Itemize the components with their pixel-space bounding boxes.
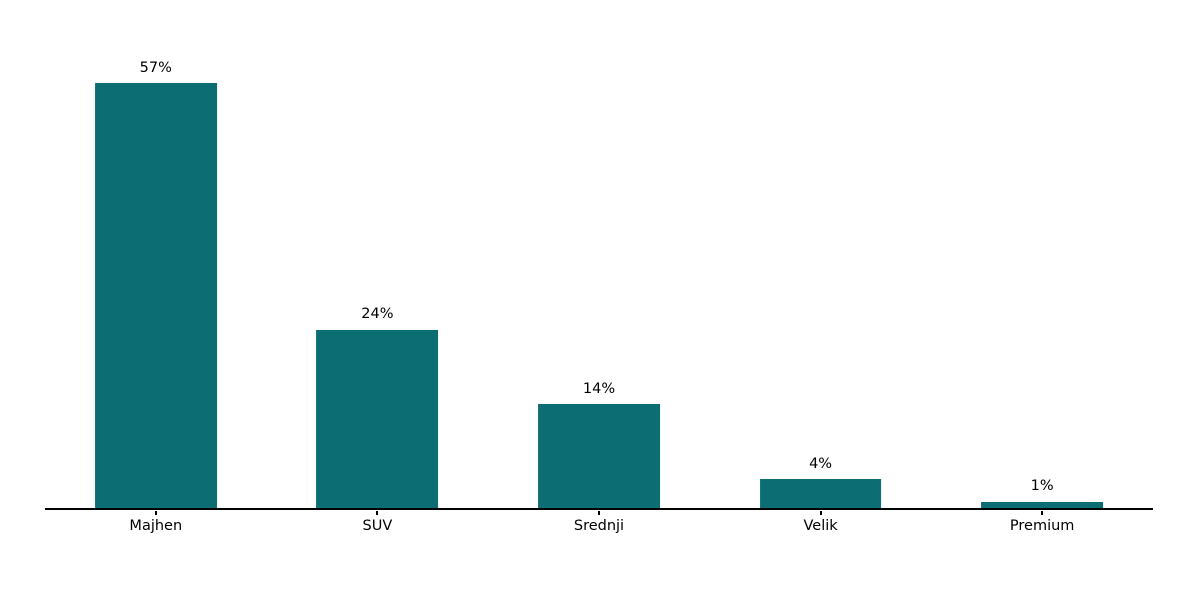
bar-value-label: 57% bbox=[139, 59, 172, 76]
bar-group: 1% Premium bbox=[931, 83, 1153, 534]
bar-group: 4% Velik bbox=[710, 83, 932, 534]
bar-group: 14% Srednji bbox=[488, 83, 710, 534]
bar bbox=[316, 329, 439, 509]
x-axis-tick bbox=[597, 511, 600, 515]
bar-value-label: 4% bbox=[809, 455, 833, 472]
bar bbox=[94, 83, 217, 509]
bar-group: 24% SUV bbox=[267, 83, 489, 534]
x-axis-tick bbox=[1041, 511, 1044, 515]
x-axis-line bbox=[45, 508, 1153, 510]
x-axis-tick-label: Majhen bbox=[129, 518, 183, 534]
x-axis-tick-label: SUV bbox=[362, 518, 393, 534]
x-axis-tick-label: Premium bbox=[1009, 518, 1075, 534]
bar bbox=[981, 501, 1104, 509]
x-axis-tick bbox=[154, 511, 157, 515]
bar-value-label: 1% bbox=[1030, 478, 1054, 495]
x-axis-tick-label: Velik bbox=[803, 518, 838, 534]
x-axis-tick bbox=[819, 511, 822, 515]
x-axis-tick-label: Srednji bbox=[573, 518, 625, 534]
x-axis-tick bbox=[376, 511, 379, 515]
bar-value-label: 24% bbox=[361, 306, 394, 323]
bar bbox=[538, 404, 660, 509]
plot-area: 57% Majhen 24% SUV 14% Srednji 4% Velik 1% Premiu… bbox=[45, 60, 1153, 534]
bar bbox=[759, 479, 882, 509]
bar-value-label: 14% bbox=[582, 380, 616, 397]
bar-group: 57% Majhen bbox=[45, 60, 267, 534]
